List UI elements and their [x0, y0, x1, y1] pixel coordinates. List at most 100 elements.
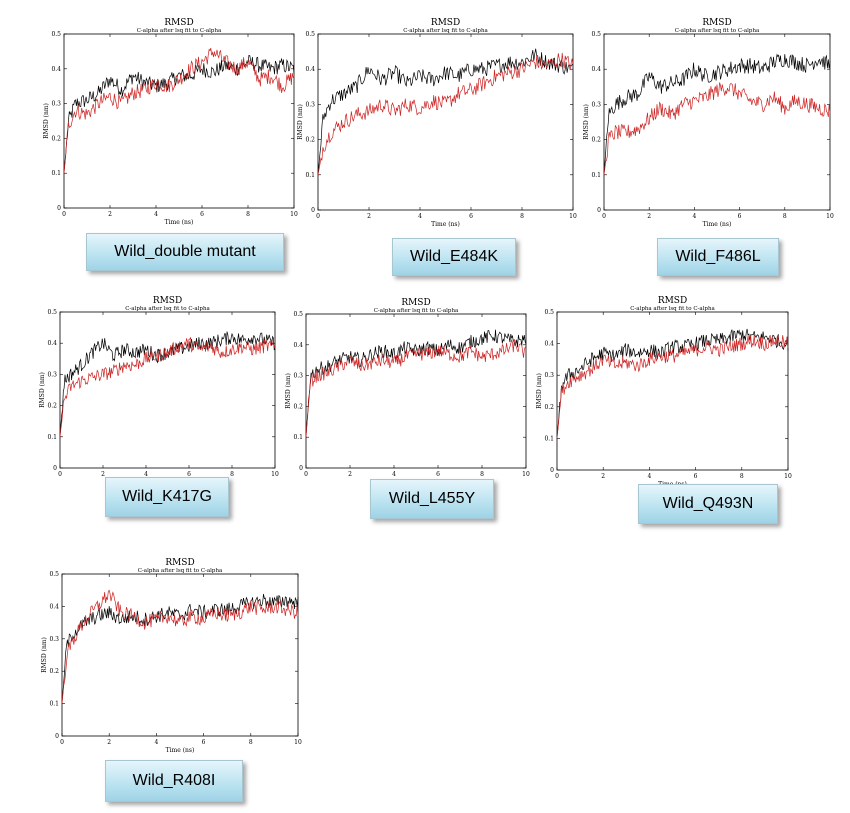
y-tick-label: 0.2 — [544, 404, 554, 411]
x-tick-label: 4 — [418, 213, 422, 220]
x-tick-label: 0 — [316, 213, 320, 220]
plot-frame — [603, 33, 831, 211]
y-tick-label: 0.3 — [591, 101, 601, 108]
x-tick-label: 8 — [740, 473, 744, 480]
plot-frame — [61, 573, 299, 737]
y-tick-label: 0.5 — [51, 31, 61, 38]
x-tick-label: 8 — [249, 739, 253, 746]
y-tick-label: 0 — [550, 467, 554, 474]
y-tick-label: 0.5 — [305, 31, 315, 38]
y-tick-label: 0.2 — [47, 403, 57, 410]
chart-panel-3: RMSD C-alpha after lsq fit to C-alpha 0 0.1… — [582, 8, 842, 228]
x-tick-label: 8 — [783, 213, 787, 220]
y-tick-label: 0.3 — [293, 373, 303, 380]
plot-frame — [317, 33, 574, 211]
chart-panel-6: RMSD C-alpha after lsq fit to C-alpha 0 0.1… — [536, 288, 795, 488]
y-tick-label: 0.4 — [47, 340, 57, 347]
chart-subtitle: C-alpha after lsq fit to C-alpha — [675, 28, 760, 34]
series-line-2 — [61, 589, 299, 704]
x-tick-label: 0 — [304, 471, 308, 478]
y-tick-label: 0.2 — [305, 137, 315, 144]
y-tick-label: 0.5 — [544, 309, 554, 316]
chart-panel-4: RMSD C-alpha after lsq fit to C-alpha 0 0.1… — [35, 292, 290, 486]
y-tick-label: 0 — [299, 465, 303, 472]
x-tick-label: 10 — [290, 211, 298, 218]
chart-panel-1: RMSD C-alpha after lsq fit to C-alpha 0 0.1… — [20, 8, 310, 226]
y-axis-label: RMSD (nm) — [583, 104, 590, 140]
x-tick-label: 4 — [692, 213, 696, 220]
x-tick-label: 0 — [62, 211, 66, 218]
caption-wild-q493n: Wild_Q493N — [638, 484, 778, 524]
series-line-2 — [603, 82, 831, 175]
series-line-1 — [305, 329, 527, 438]
y-tick-label: 0.2 — [51, 135, 61, 142]
x-tick-label: 2 — [348, 471, 352, 478]
y-tick-label: 0.3 — [544, 372, 554, 379]
chart-title: RMSD — [165, 558, 194, 568]
x-tick-label: 0 — [555, 473, 559, 480]
series-line-1 — [603, 53, 831, 175]
chart-subtitle: C-alpha after lsq fit to C-alpha — [403, 28, 488, 34]
x-axis-label: Time (ns) — [166, 747, 195, 754]
y-tick-label: 0.2 — [293, 403, 303, 410]
x-tick-label: 10 — [784, 473, 792, 480]
x-tick-label: 8 — [230, 471, 234, 478]
y-tick-label: 0.1 — [47, 434, 57, 441]
chart-subtitle: C-alpha after lsq fit to C-alpha — [138, 568, 223, 574]
x-tick-label: 2 — [367, 213, 371, 220]
y-tick-label: 0.5 — [49, 571, 59, 578]
y-tick-label: 0.1 — [49, 701, 59, 708]
caption-wild-double-mutant: Wild_double mutant — [86, 233, 284, 271]
y-tick-label: 0.1 — [51, 170, 61, 177]
x-tick-label: 2 — [107, 739, 111, 746]
x-tick-label: 6 — [694, 473, 698, 480]
plot-frame — [63, 33, 295, 209]
chart-subtitle: C-alpha after lsq fit to C-alpha — [630, 306, 715, 312]
plot-frame — [556, 311, 789, 471]
caption-wild-e484k: Wild_E484K — [392, 238, 516, 276]
chart-title: RMSD — [153, 296, 182, 306]
y-tick-label: 0.2 — [49, 668, 59, 675]
x-tick-label: 2 — [601, 473, 605, 480]
y-tick-label: 0 — [57, 205, 61, 212]
y-tick-label: 0.4 — [591, 66, 601, 73]
chart-panel-5: RMSD C-alpha after lsq fit to C-alpha 0 0.1… — [285, 292, 536, 486]
x-tick-label: 4 — [144, 471, 148, 478]
y-tick-label: 0.1 — [293, 434, 303, 441]
x-tick-label: 4 — [647, 473, 651, 480]
chart-subtitle: C-alpha after lsq fit to C-alpha — [137, 28, 222, 34]
x-tick-label: 0 — [60, 739, 64, 746]
x-tick-label: 4 — [154, 739, 158, 746]
caption-wild-k417g: Wild_K417G — [105, 477, 229, 517]
chart-panel-7: RMSD C-alpha after lsq fit to C-alpha 0 0.1… — [40, 546, 308, 756]
chart-title: RMSD — [431, 18, 460, 28]
series-line-1 — [59, 331, 276, 437]
x-tick-label: 0 — [602, 213, 606, 220]
x-tick-label: 6 — [436, 471, 440, 478]
caption-wild-l455y: Wild_L455Y — [370, 479, 494, 519]
plot-frame — [59, 311, 276, 469]
chart-subtitle: C-alpha after lsq fit to C-alpha — [374, 308, 459, 314]
chart-title: RMSD — [164, 18, 193, 28]
caption-wild-r408i: Wild_R408I — [105, 760, 243, 802]
x-tick-label: 2 — [101, 471, 105, 478]
series-line-2 — [556, 334, 789, 439]
series-line-2 — [59, 336, 276, 437]
x-tick-label: 4 — [392, 471, 396, 478]
series-line-2 — [317, 52, 574, 175]
y-tick-label: 0.4 — [293, 342, 303, 349]
y-tick-label: 0.3 — [49, 636, 59, 643]
y-axis-label: RMSD (nm) — [297, 104, 304, 140]
x-tick-label: 4 — [154, 211, 158, 218]
series-line-1 — [61, 593, 299, 704]
x-tick-label: 10 — [294, 739, 302, 746]
x-tick-label: 0 — [58, 471, 62, 478]
y-axis-label: RMSD (nm) — [39, 372, 46, 408]
x-tick-label: 6 — [469, 213, 473, 220]
y-axis-label: RMSD (nm) — [536, 373, 543, 409]
chart-panel-2: RMSD C-alpha after lsq fit to C-alpha 0 0.1… — [297, 12, 583, 228]
